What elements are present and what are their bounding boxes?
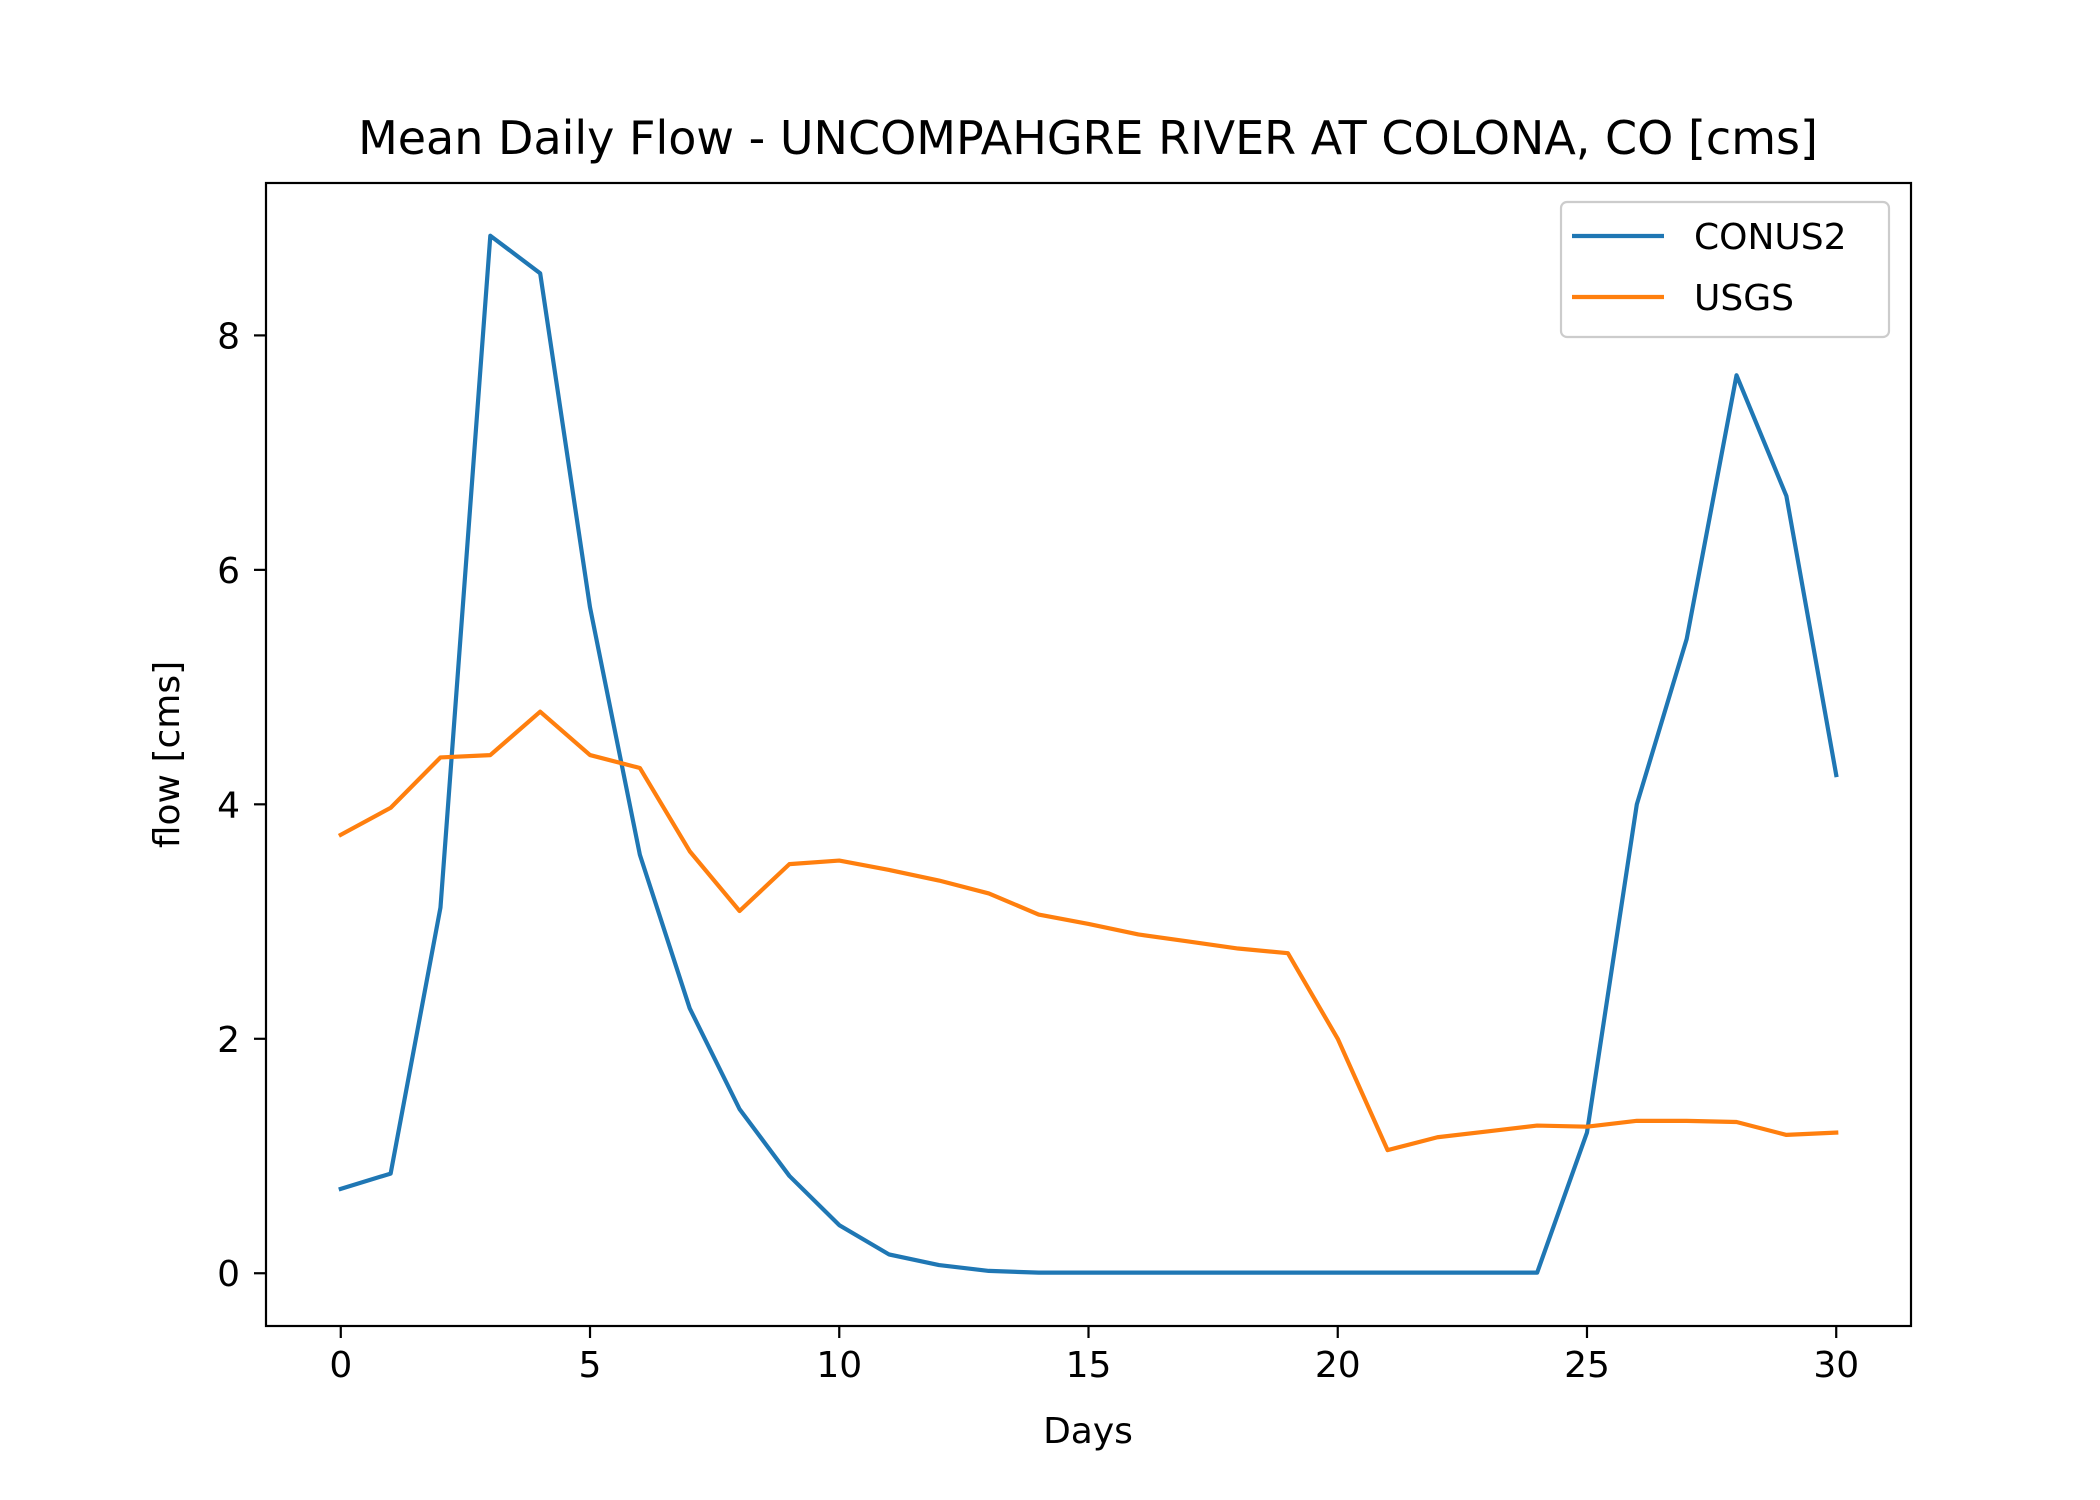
y-tick-label-6: 6 — [217, 551, 240, 592]
y-axis-ticks: 0 2 4 6 8 — [217, 316, 266, 1295]
x-tick-label-30: 30 — [1813, 1345, 1859, 1386]
y-tick-label-2: 2 — [217, 1020, 240, 1061]
x-tick-label-10: 10 — [816, 1345, 862, 1386]
y-tick-label-4: 4 — [217, 785, 240, 826]
x-tick-label-0: 0 — [329, 1345, 352, 1386]
legend-label-usgs: USGS — [1694, 278, 1794, 319]
x-tick-label-5: 5 — [579, 1345, 602, 1386]
series-layer — [337, 233, 1839, 1275]
chart-title: Mean Daily Flow - UNCOMPAHGRE RIVER AT C… — [358, 111, 1818, 165]
legend-label-conus2: CONUS2 — [1694, 217, 1847, 258]
x-tick-label-20: 20 — [1315, 1345, 1361, 1386]
x-tick-label-25: 25 — [1564, 1345, 1610, 1386]
y-tick-label-0: 0 — [217, 1254, 240, 1295]
y-axis-label: flow [cms] — [147, 661, 188, 848]
series-line-conus2 — [338, 233, 1839, 1275]
x-axis-ticks: 0 5 10 15 20 25 30 — [329, 1326, 1859, 1386]
x-tick-label-15: 15 — [1066, 1345, 1112, 1386]
x-axis-label: Days — [1043, 1411, 1133, 1452]
y-tick-label-8: 8 — [217, 316, 240, 357]
series-line-usgs — [337, 709, 1839, 1153]
legend: CONUS2 USGS — [1559, 200, 1891, 339]
